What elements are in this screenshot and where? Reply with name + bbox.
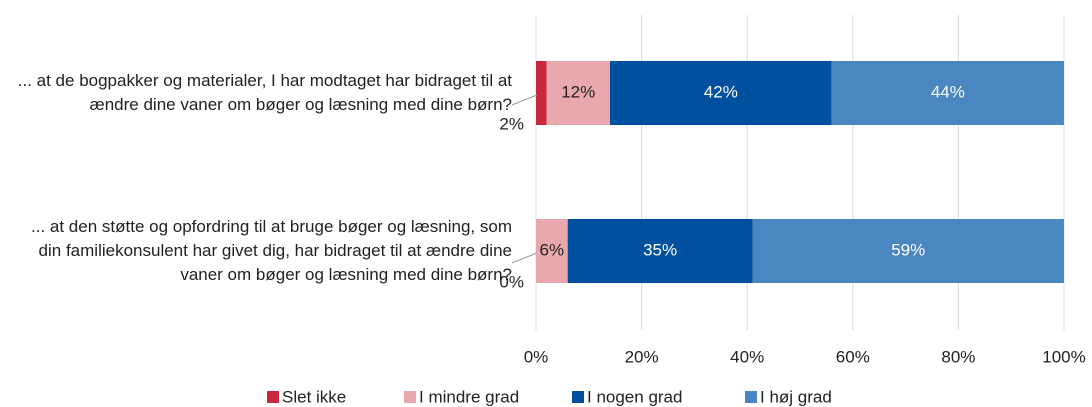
bar-segment bbox=[536, 219, 568, 283]
x-tick-label: 100% bbox=[1042, 347, 1085, 366]
x-tick-label: 60% bbox=[836, 347, 870, 366]
data-label: 44% bbox=[931, 82, 965, 101]
legend-label: I mindre grad bbox=[419, 387, 519, 406]
legend-swatch bbox=[572, 391, 584, 403]
x-tick-label: 80% bbox=[941, 347, 975, 366]
bar-segment bbox=[609, 61, 832, 125]
bar-segment bbox=[536, 61, 547, 125]
legend-label: I høj grad bbox=[760, 387, 832, 406]
data-label: 6% bbox=[540, 240, 565, 259]
x-tick-label: 20% bbox=[625, 347, 659, 366]
bar-segment bbox=[831, 61, 1064, 125]
bar-segment bbox=[546, 61, 610, 125]
data-label: 35% bbox=[643, 240, 677, 259]
data-label: 0% bbox=[499, 272, 524, 291]
legend-swatch bbox=[267, 391, 279, 403]
legend-swatch bbox=[745, 391, 757, 403]
data-label: 2% bbox=[499, 114, 524, 133]
leader-line bbox=[511, 94, 538, 106]
bar-segment bbox=[567, 219, 753, 283]
data-label: 59% bbox=[891, 240, 925, 259]
legend-swatch bbox=[404, 391, 416, 403]
data-label: 12% bbox=[561, 82, 595, 101]
leader-line bbox=[511, 252, 538, 264]
data-label: 42% bbox=[704, 82, 738, 101]
category-label: ... at den støtte og opfordring til at b… bbox=[31, 217, 512, 284]
x-tick-label: 0% bbox=[524, 347, 549, 366]
category-label: ... at de bogpakker og materialer, I har… bbox=[17, 71, 512, 114]
bar-segment bbox=[752, 219, 1064, 283]
legend-label: Slet ikke bbox=[282, 387, 346, 406]
x-tick-label: 40% bbox=[730, 347, 764, 366]
legend-label: I nogen grad bbox=[587, 387, 682, 406]
